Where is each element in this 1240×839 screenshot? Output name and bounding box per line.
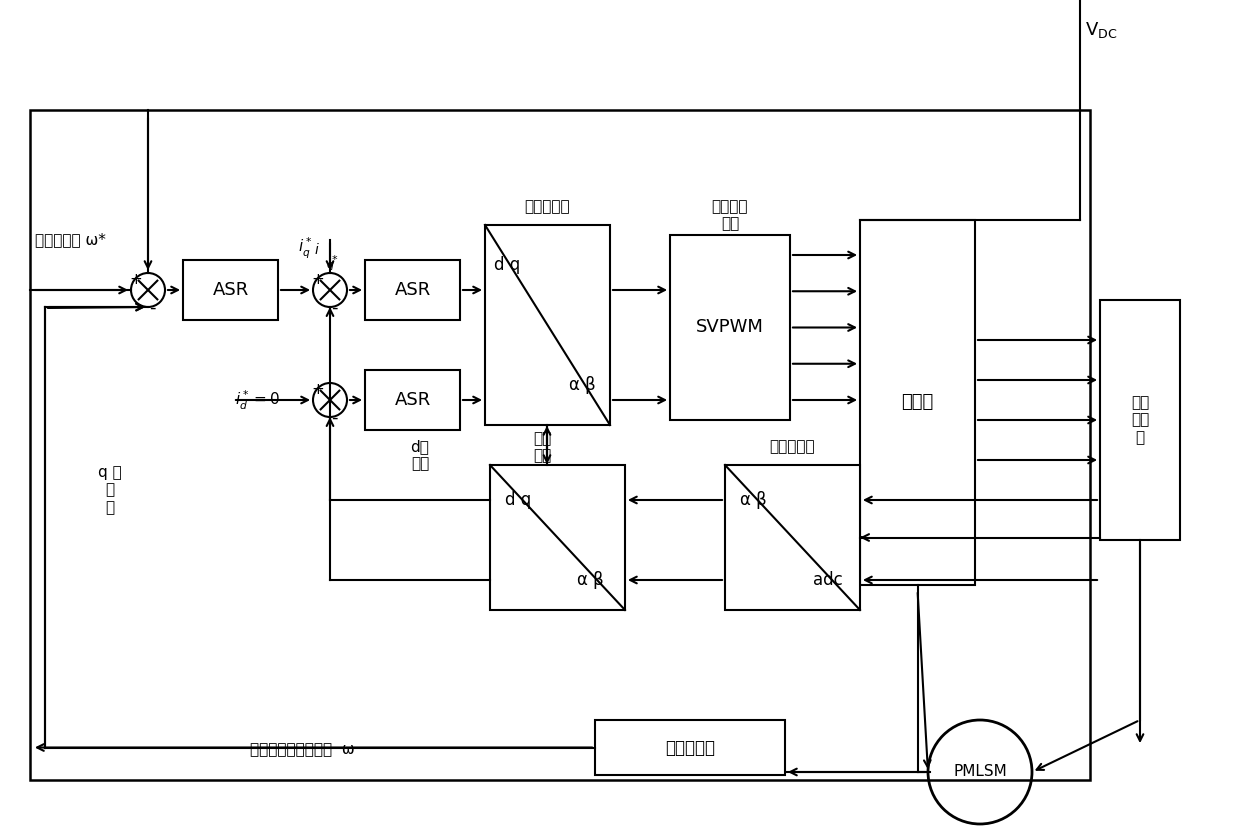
Text: ASR: ASR: [394, 281, 430, 299]
Text: -: -: [149, 299, 155, 317]
Text: +: +: [130, 273, 143, 288]
Text: i: i: [315, 243, 319, 257]
Text: $i_d^*=0$: $i_d^*=0$: [236, 388, 280, 412]
Text: α β: α β: [739, 491, 766, 509]
Text: 速度传感器: 速度传感器: [665, 738, 715, 757]
Text: q 轴
电
流: q 轴 电 流: [98, 465, 122, 515]
Text: 电流
传感
器: 电流 传感 器: [1131, 395, 1149, 445]
Text: α β: α β: [577, 571, 604, 589]
Text: q: q: [326, 260, 334, 270]
Text: d q: d q: [494, 256, 520, 274]
Bar: [485, 225, 610, 425]
Text: 派克
变换: 派克 变换: [533, 430, 552, 463]
Bar: [725, 465, 861, 610]
Text: α β: α β: [569, 376, 595, 394]
Bar: [365, 260, 460, 320]
Text: 克拉克变换: 克拉克变换: [770, 440, 816, 455]
Text: SVPWM: SVPWM: [696, 319, 764, 336]
Bar: [861, 220, 975, 585]
Text: 永磁同步电机角速度  ω: 永磁同步电机角速度 ω: [250, 743, 355, 758]
Text: 逆变器: 逆变器: [901, 393, 934, 411]
Text: 参考角速度 ω*: 参考角速度 ω*: [35, 232, 105, 248]
Bar: [670, 235, 790, 420]
Bar: [365, 370, 460, 430]
Text: *: *: [332, 255, 337, 265]
Text: 矢量脉宽
调制: 矢量脉宽 调制: [712, 199, 748, 232]
Text: PMLSM: PMLSM: [954, 764, 1007, 779]
Text: d轴
电流: d轴 电流: [410, 439, 429, 472]
Bar: [1100, 300, 1180, 540]
Bar: [595, 720, 785, 775]
Text: +: +: [311, 383, 325, 398]
Text: +: +: [311, 273, 325, 288]
Text: 反派克变换: 反派克变换: [525, 200, 570, 215]
Text: V$_{\rm DC}$: V$_{\rm DC}$: [1085, 20, 1117, 40]
Bar: [184, 260, 278, 320]
Text: d q: d q: [505, 491, 531, 509]
Text: adc: adc: [813, 571, 843, 589]
Bar: [30, 110, 1090, 780]
Text: -: -: [331, 299, 337, 317]
Text: -: -: [331, 409, 337, 427]
Bar: [490, 465, 625, 610]
Text: ASR: ASR: [394, 391, 430, 409]
Text: $i_q^*$: $i_q^*$: [298, 236, 312, 261]
Text: ASR: ASR: [212, 281, 249, 299]
